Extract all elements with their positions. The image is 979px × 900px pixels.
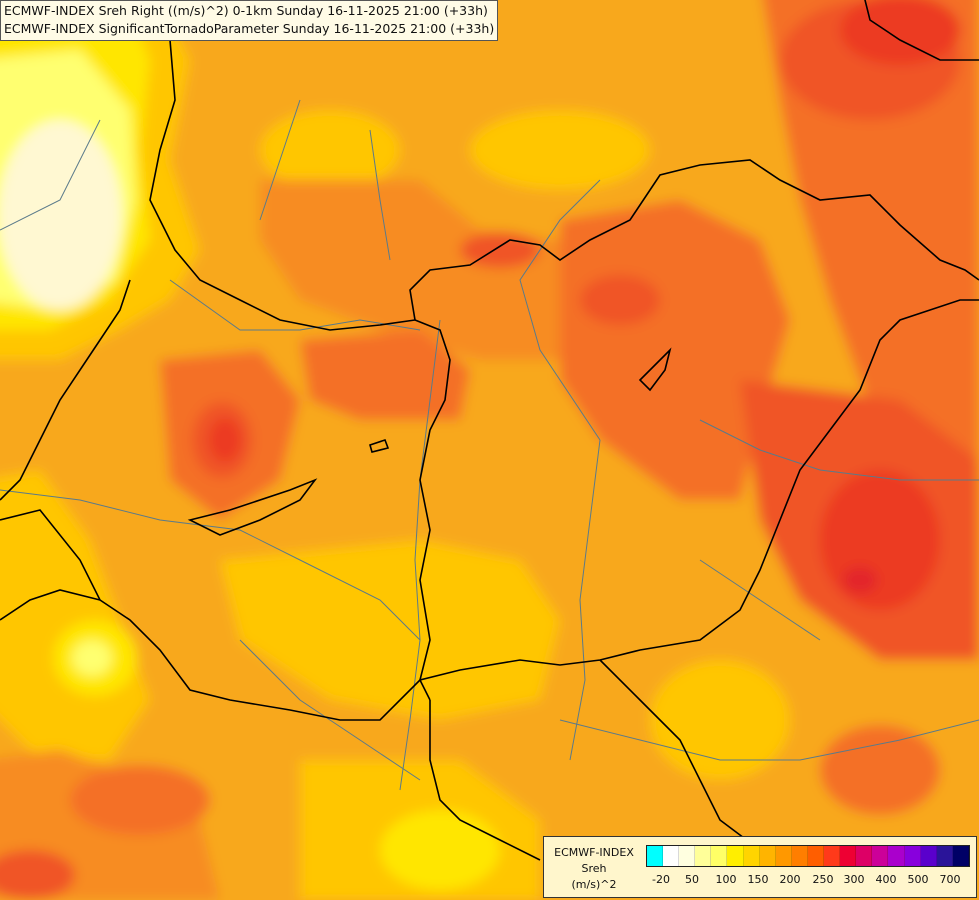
field-orange-dark-se bbox=[820, 725, 940, 815]
legend-model: ECMWF-INDEX bbox=[554, 846, 634, 859]
river-line bbox=[559, 719, 979, 761]
field-gold-se bbox=[650, 660, 790, 780]
field-gold-north bbox=[260, 110, 400, 190]
field-orange-dark-ne bbox=[560, 200, 790, 500]
field-red-orange-sw bbox=[0, 850, 75, 900]
legend-swatch bbox=[695, 846, 712, 866]
field-red-ne bbox=[840, 0, 960, 65]
river-line bbox=[169, 279, 421, 331]
legend-swatch bbox=[711, 846, 728, 866]
legend-swatch bbox=[920, 846, 937, 866]
border-line bbox=[0, 589, 101, 621]
border-line bbox=[429, 700, 541, 861]
legend-tick-label: 100 bbox=[715, 873, 737, 886]
legend-color-scale bbox=[646, 845, 970, 867]
legend-swatch bbox=[872, 846, 889, 866]
field-gold-north-east bbox=[470, 110, 650, 190]
river-line bbox=[569, 439, 601, 761]
legend-tick-labels: -20 50 100 150 200 250 300 400 500 700 bbox=[646, 873, 968, 889]
legend-tick-label: 700 bbox=[939, 873, 961, 886]
river-line bbox=[259, 99, 301, 221]
legend-tick-label: 300 bbox=[843, 873, 865, 886]
legend-tick-label: 500 bbox=[907, 873, 929, 886]
legend-swatch bbox=[856, 846, 873, 866]
legend-unit: (m/s)^2 bbox=[571, 878, 617, 891]
legend-tick-label: 250 bbox=[812, 873, 834, 886]
border-line bbox=[0, 299, 979, 721]
field-red-west bbox=[209, 418, 241, 462]
river-line bbox=[0, 119, 101, 231]
border-line bbox=[638, 347, 672, 392]
field-orange-dark-sw bbox=[70, 765, 210, 835]
river-line bbox=[399, 319, 441, 791]
legend-variable: Sreh bbox=[581, 862, 607, 875]
legend-swatch bbox=[759, 846, 776, 866]
color-legend: ECMWF-INDEX Sreh (m/s)^2 -20 50 100 150 200 2… bbox=[543, 836, 977, 898]
legend-swatch bbox=[888, 846, 905, 866]
river-line bbox=[0, 489, 421, 641]
legend-swatch bbox=[647, 846, 664, 866]
field-light-yellow-sw bbox=[72, 640, 112, 676]
legend-swatch bbox=[791, 846, 808, 866]
legend-label: ECMWF-INDEX Sreh (m/s)^2 bbox=[546, 845, 642, 893]
map-title-line-2: ECMWF-INDEX SignificantTornadoParameter … bbox=[4, 21, 495, 36]
border-layer bbox=[0, 0, 979, 861]
river-line bbox=[699, 559, 821, 641]
legend-swatch bbox=[663, 846, 680, 866]
river-line bbox=[519, 179, 601, 441]
border-line bbox=[369, 438, 390, 453]
legend-swatch bbox=[936, 846, 953, 866]
field-orange-dark-center bbox=[300, 330, 470, 420]
field-yellow-south bbox=[380, 810, 500, 890]
map-title-box: ECMWF-INDEX Sreh Right ((m/s)^2) 0-1km S… bbox=[0, 0, 499, 41]
river-layer bbox=[0, 99, 979, 791]
legend-tick-label: 200 bbox=[779, 873, 801, 886]
legend-tick-label: 400 bbox=[875, 873, 897, 886]
legend-tick-label: 150 bbox=[747, 873, 769, 886]
map-title-line-1: ECMWF-INDEX Sreh Right ((m/s)^2) 0-1km S… bbox=[4, 3, 488, 18]
legend-swatch bbox=[824, 846, 841, 866]
legend-swatch bbox=[807, 846, 825, 866]
legend-swatch bbox=[743, 846, 760, 866]
river-line bbox=[239, 639, 421, 781]
field-red-orange-north2 bbox=[460, 232, 540, 268]
border-line bbox=[187, 478, 318, 536]
legend-tick-label: -20 bbox=[652, 873, 670, 886]
field-red-orange-north bbox=[580, 275, 660, 325]
border-line bbox=[864, 0, 979, 61]
field-orange-dark-east bbox=[763, 0, 979, 520]
legend-swatch bbox=[679, 846, 696, 866]
border-line bbox=[414, 319, 451, 701]
border-line bbox=[599, 659, 761, 851]
field-deep-red-east bbox=[842, 566, 878, 594]
legend-swatch bbox=[952, 846, 969, 866]
legend-tick-label: 50 bbox=[685, 873, 699, 886]
legend-swatch bbox=[727, 846, 744, 866]
field-pale-west bbox=[0, 120, 122, 310]
legend-swatch bbox=[775, 846, 792, 866]
border-line bbox=[149, 0, 979, 331]
legend-swatch bbox=[840, 846, 857, 866]
river-line bbox=[369, 129, 391, 261]
river-line bbox=[699, 419, 979, 481]
field-red-east bbox=[820, 470, 940, 610]
border-line bbox=[0, 279, 131, 501]
legend-swatch bbox=[904, 846, 921, 866]
field-gold-central bbox=[220, 540, 560, 720]
